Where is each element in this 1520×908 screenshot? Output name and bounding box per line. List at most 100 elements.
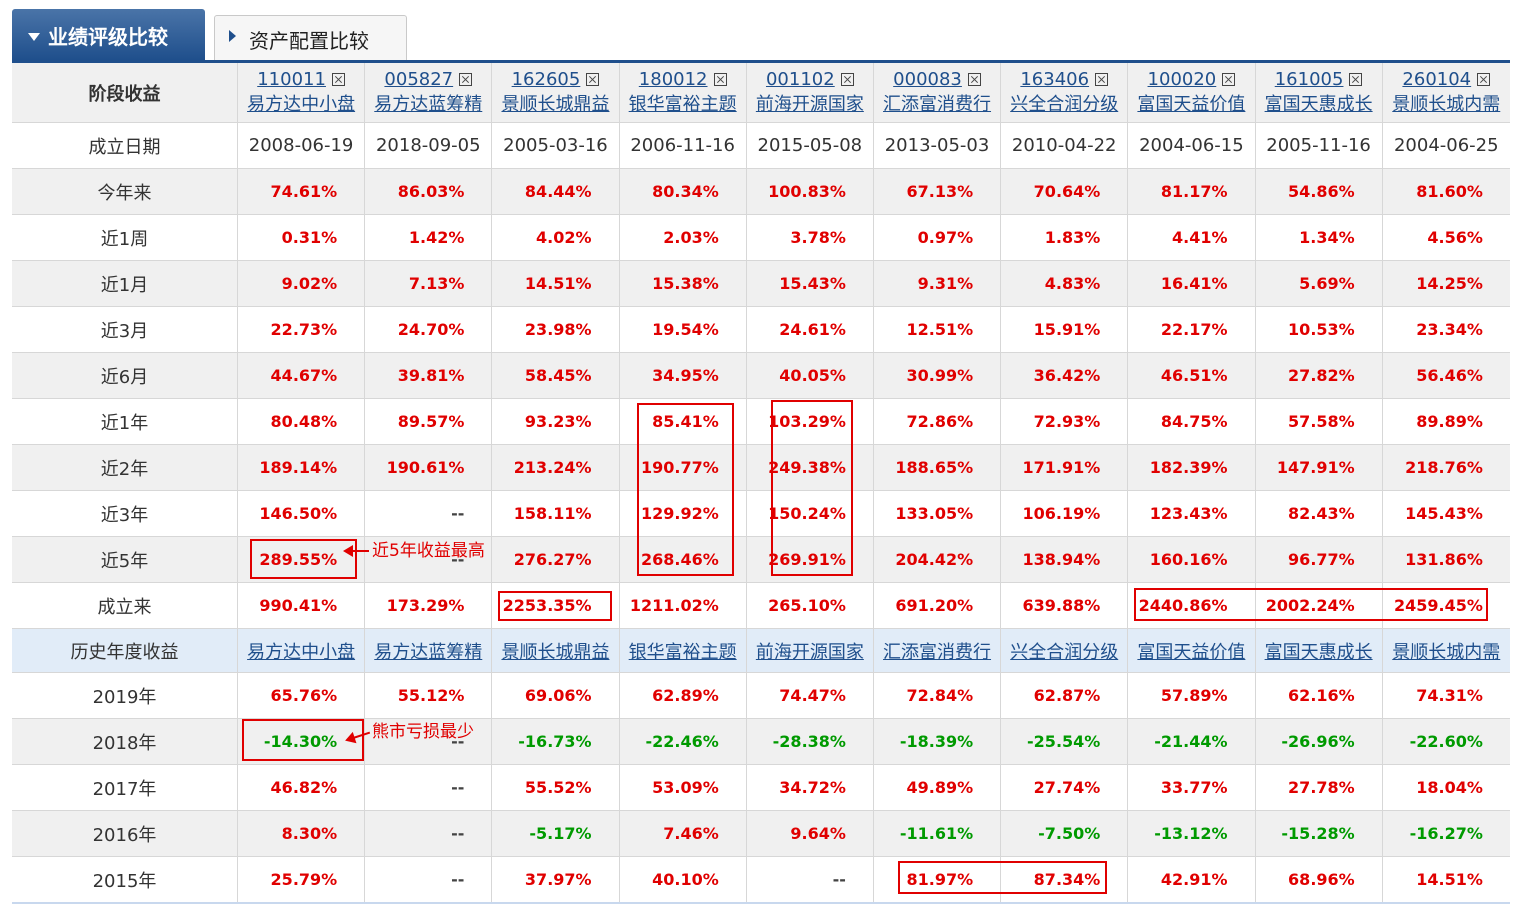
stage-row: 近1月 9.02% 7.13% 14.51% 15.38% 15.43% 9.31% 4.83… xyxy=(12,261,1510,307)
fund-name-link[interactable]: 易方达蓝筹精 xyxy=(374,641,483,663)
fund-code-link[interactable]: 100020 xyxy=(1147,69,1217,90)
fund-code-link[interactable]: 162605 xyxy=(511,69,581,90)
close-icon[interactable] xyxy=(1095,73,1109,86)
return-value-cell: 81.60% xyxy=(1416,182,1483,201)
fund-name-link[interactable]: 银华富裕主题 xyxy=(628,94,737,115)
fund-header-110011: 110011 易方达中小盘 xyxy=(238,63,366,122)
annual-row: 2015年 25.79% -- 37.97% 40.10% -- 81.97% 87.34% 4… xyxy=(12,857,1510,903)
return-value-cell: 65.76% xyxy=(238,673,366,718)
return-value-cell: 9.02% xyxy=(238,261,366,306)
return-value-cell: -28.38% xyxy=(747,719,874,764)
return-value-cell: 15.38% xyxy=(620,261,747,306)
fund-name-link[interactable]: 景顺长城鼎益 xyxy=(501,641,610,663)
fund-code-link[interactable]: 161005 xyxy=(1274,69,1344,90)
fund-name-link[interactable]: 富国天益价值 xyxy=(1137,94,1246,115)
return-value-cell: -5.17% xyxy=(492,811,620,856)
close-icon[interactable] xyxy=(1349,73,1363,86)
return-value-cell: 7.46% xyxy=(620,811,747,856)
fund-name-link[interactable]: 前海开源国家 xyxy=(755,94,864,115)
fund-name-link[interactable]: 银华富裕主题 xyxy=(628,641,737,663)
fund-code-link[interactable]: 110011 xyxy=(257,69,326,90)
return-value-cell: 80.48% xyxy=(238,399,366,444)
fund-name-link[interactable]: 景顺长城内需 xyxy=(1392,94,1501,115)
fund-name-link[interactable]: 易方达中小盘 xyxy=(247,641,356,663)
return-value-cell: 58.45% xyxy=(492,353,620,398)
fund-name-link[interactable]: 前海开源国家 xyxy=(755,641,864,663)
return-value-cell: 49.89% xyxy=(874,765,1002,810)
return-value-cell: 56.46% xyxy=(1416,366,1483,385)
annual-fund-name-005827: 易方达蓝筹精 xyxy=(365,629,493,672)
fund-name-link[interactable]: 景顺长城内需 xyxy=(1392,641,1501,663)
fund-name-link[interactable]: 兴全合润分级 xyxy=(1010,94,1119,115)
fund-code-link[interactable]: 163406 xyxy=(1020,69,1090,90)
annual-row: 2017年 46.82% -- 55.52% 53.09% 34.72% 49.89% 27.… xyxy=(12,765,1510,811)
return-value-cell: 276.27% xyxy=(492,537,620,582)
return-value-cell: 80.34% xyxy=(620,169,747,214)
annual-row: 2018年 -14.30% -- -16.73% -22.46% -28.38% -18.3… xyxy=(12,719,1510,765)
fund-code-link[interactable]: 001102 xyxy=(765,69,835,90)
return-value-cell: 16.41% xyxy=(1128,261,1256,306)
fund-header-163406: 163406 兴全合润分级 xyxy=(1001,63,1129,122)
fund-name-link[interactable]: 易方达蓝筹精 xyxy=(374,94,483,115)
fund-name-link[interactable]: 汇添富消费行 xyxy=(883,641,992,663)
highlight-box-least-loss xyxy=(242,719,364,761)
fund-name-link[interactable]: 富国天惠成长 xyxy=(1264,94,1373,115)
return-value-cell: 68.96% xyxy=(1256,857,1383,902)
return-value-cell: -- xyxy=(747,857,874,902)
fund-name-link[interactable]: 富国天惠成长 xyxy=(1264,641,1373,663)
fund-name-link[interactable]: 富国天益价值 xyxy=(1137,641,1246,663)
highlight-box-180012 xyxy=(637,403,734,576)
fund-code-link[interactable]: 000083 xyxy=(893,69,962,90)
close-icon[interactable] xyxy=(1222,73,1236,86)
annual-fund-name-110011: 易方达中小盘 xyxy=(238,629,366,672)
inception-date-cell: 2004-06-25 xyxy=(1393,135,1499,156)
fund-name-link[interactable]: 易方达中小盘 xyxy=(247,94,356,115)
return-value-cell: 1.34% xyxy=(1256,215,1383,260)
return-value-cell: 70.64% xyxy=(1001,169,1129,214)
return-value-cell: 189.14% xyxy=(238,445,366,490)
close-icon[interactable] xyxy=(331,73,345,86)
annual-row: 2016年 8.30% -- -5.17% 7.46% 9.64% -11.61% -7.50… xyxy=(12,811,1510,857)
row-label: 近1周 xyxy=(12,215,238,260)
return-value-cell: 1.42% xyxy=(365,215,493,260)
close-icon[interactable] xyxy=(840,73,854,86)
close-icon[interactable] xyxy=(713,73,727,86)
fund-code-link[interactable]: 260104 xyxy=(1402,69,1472,90)
annual-fund-name-100020: 富国天益价值 xyxy=(1128,629,1256,672)
annotation-best-5y: 近5年收益最高 xyxy=(372,541,485,561)
return-value-cell: 4.02% xyxy=(492,215,620,260)
fund-header-180012: 180012 银华富裕主题 xyxy=(620,63,747,122)
fund-code-link[interactable]: 180012 xyxy=(638,69,708,90)
return-value-cell: 188.65% xyxy=(874,445,1002,490)
tab-asset-allocation[interactable]: 资产配置比较 xyxy=(214,15,407,60)
triangle-down-icon xyxy=(28,33,40,41)
close-icon[interactable] xyxy=(586,73,600,86)
return-value-cell: 40.05% xyxy=(747,353,874,398)
fund-code-link[interactable]: 005827 xyxy=(384,69,454,90)
return-value-cell: -25.54% xyxy=(1001,719,1129,764)
close-icon[interactable] xyxy=(967,73,981,86)
fund-name-link[interactable]: 汇添富消费行 xyxy=(883,94,992,115)
fund-header-100020: 100020 富国天益价值 xyxy=(1128,63,1256,122)
return-value-cell: 81.17% xyxy=(1128,169,1256,214)
return-value-cell: 23.34% xyxy=(1416,320,1483,339)
annotation-least-loss: 熊市亏损最少 xyxy=(372,722,474,742)
annual-fund-name-163406: 兴全合润分级 xyxy=(1001,629,1129,672)
close-icon[interactable] xyxy=(1477,73,1491,86)
fund-name-link[interactable]: 景顺长城鼎益 xyxy=(501,94,610,115)
return-value-cell: 4.56% xyxy=(1427,228,1483,247)
return-value-cell: 74.47% xyxy=(747,673,874,718)
fund-name-link[interactable]: 兴全合润分级 xyxy=(1010,641,1119,663)
fund-header-260104: 260104 景顺长城内需 xyxy=(1383,63,1510,122)
return-value-cell: -- xyxy=(365,811,493,856)
return-value-cell: -18.39% xyxy=(874,719,1002,764)
return-value-cell: 103.29% xyxy=(747,399,874,444)
return-value-cell: 62.89% xyxy=(620,673,747,718)
tab-performance-rating[interactable]: 业绩评级比较 xyxy=(12,9,205,60)
row-label: 近3月 xyxy=(12,307,238,352)
return-value-cell: 22.17% xyxy=(1128,307,1256,352)
close-icon[interactable] xyxy=(459,73,473,86)
row-label: 近5年 xyxy=(12,537,238,582)
inception-date-cell: 2015-05-08 xyxy=(747,123,874,168)
return-value-cell: 36.42% xyxy=(1001,353,1129,398)
